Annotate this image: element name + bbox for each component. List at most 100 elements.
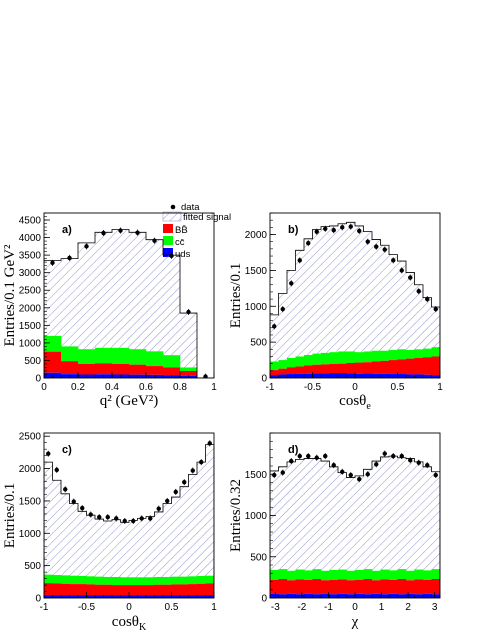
bar-bbbar — [338, 363, 347, 373]
bar-signal — [188, 474, 198, 577]
data-point — [165, 498, 170, 504]
legend-entry-ccbar: cc̄ — [163, 236, 185, 248]
bar-uds — [397, 594, 407, 598]
legend-entry-signal: fitted signal — [162, 211, 231, 223]
plot-area — [270, 221, 440, 378]
bar-bbbar — [129, 585, 138, 596]
bar-bbbar — [363, 362, 373, 374]
bar-bbbar — [346, 580, 356, 595]
bar-signal — [146, 239, 164, 352]
bar-ccbar — [295, 356, 305, 367]
data-point — [289, 281, 294, 286]
bar-signal — [355, 225, 364, 353]
legend-entry-bbbar: BB̄ — [163, 224, 188, 236]
data-point — [348, 472, 353, 478]
bar-signal — [329, 466, 339, 570]
data-point — [67, 255, 72, 261]
bar-uds — [287, 374, 296, 378]
bar-ccbar — [171, 576, 181, 585]
x-tick-label: 0 — [352, 602, 358, 613]
bar-uds — [321, 373, 330, 378]
y-tick-label: 1500 — [19, 496, 42, 507]
x-tick-label: 1 — [211, 602, 217, 613]
bar-signal — [103, 521, 113, 577]
bar-bbbar — [86, 584, 96, 596]
bar-uds — [270, 375, 279, 378]
bar-signal — [287, 461, 296, 571]
y-tick-label: 1000 — [245, 302, 268, 313]
bar-bbbar — [180, 584, 189, 596]
bar-bbbar — [355, 579, 364, 594]
bar-signal — [372, 461, 381, 571]
bar-ccbar — [154, 576, 164, 585]
data-point — [289, 458, 294, 464]
bar-ccbar — [188, 576, 198, 585]
data-point — [391, 258, 396, 263]
bar-bbbar — [61, 361, 79, 375]
bar-uds — [423, 374, 432, 378]
bar-ccbar — [146, 577, 155, 586]
bar-signal — [346, 222, 356, 352]
bar-signal — [146, 516, 155, 578]
bar-bbbar — [103, 584, 113, 596]
bar-bbbar — [44, 351, 62, 373]
bar-ccbar — [44, 574, 53, 584]
x-tick-label: 0 — [352, 382, 358, 393]
bar-signal — [431, 471, 440, 570]
y-axis-label: Entries/0.1 — [2, 483, 18, 548]
bar-signal — [61, 493, 70, 576]
bar-signal — [129, 520, 138, 578]
bar-signal — [329, 225, 339, 353]
bar-ccbar — [338, 351, 347, 364]
x-tick-label: 0 — [41, 382, 47, 393]
bar-bbbar — [304, 579, 313, 594]
y-tick-label: 1000 — [19, 529, 42, 540]
bar-signal — [44, 260, 62, 336]
x-tick-label: -2 — [297, 602, 306, 613]
data-point — [280, 470, 285, 475]
bar-bbbar — [146, 366, 164, 375]
bar-uds — [69, 595, 79, 598]
bar-ccbar — [397, 569, 407, 580]
bar-bbbar — [171, 584, 181, 596]
data-point — [54, 467, 59, 473]
bar-ccbar — [270, 361, 279, 371]
x-axis-label: χ — [351, 614, 359, 630]
data-point — [148, 516, 153, 521]
y-tick-label: 500 — [24, 561, 41, 572]
bar-signal — [346, 477, 356, 571]
data-point — [314, 229, 319, 234]
bar-bbbar — [287, 367, 296, 375]
panel-label: c) — [62, 444, 72, 456]
bar-ccbar — [363, 569, 373, 580]
bar-ccbar — [304, 355, 313, 366]
bar-signal — [112, 229, 130, 348]
data-point — [207, 441, 212, 446]
bar-signal — [397, 261, 407, 350]
bar-signal — [304, 238, 313, 356]
bar-ccbar — [61, 575, 70, 584]
x-tick-label: -1 — [324, 602, 333, 613]
x-tick-label: 1 — [437, 382, 443, 393]
bar-bbbar — [112, 363, 130, 375]
bar-ccbar — [69, 575, 79, 585]
bar-signal — [389, 254, 398, 351]
bar-bbbar — [414, 579, 424, 595]
x-tick-label: 0.4 — [105, 382, 119, 393]
bar-signal — [414, 461, 424, 570]
bar-uds — [44, 595, 53, 598]
x-tick-label: 0.5 — [391, 382, 405, 393]
panel-a: 0 0.2 0.4 0.6 0.8 1 0 500 1000 1500 2000 2500 3000 35… — [2, 212, 217, 409]
bar-bbbar — [295, 366, 305, 374]
x-tick-label: 0.8 — [173, 382, 187, 393]
bar-signal — [180, 313, 198, 368]
data-point — [433, 306, 438, 312]
bar-signal — [69, 503, 79, 576]
data-point — [391, 453, 396, 459]
bar-bbbar — [278, 579, 288, 595]
bar-bbbar — [120, 585, 130, 596]
bar-ccbar — [372, 350, 381, 362]
data-point — [433, 472, 438, 478]
legend-entry-uds: uds — [163, 248, 191, 260]
